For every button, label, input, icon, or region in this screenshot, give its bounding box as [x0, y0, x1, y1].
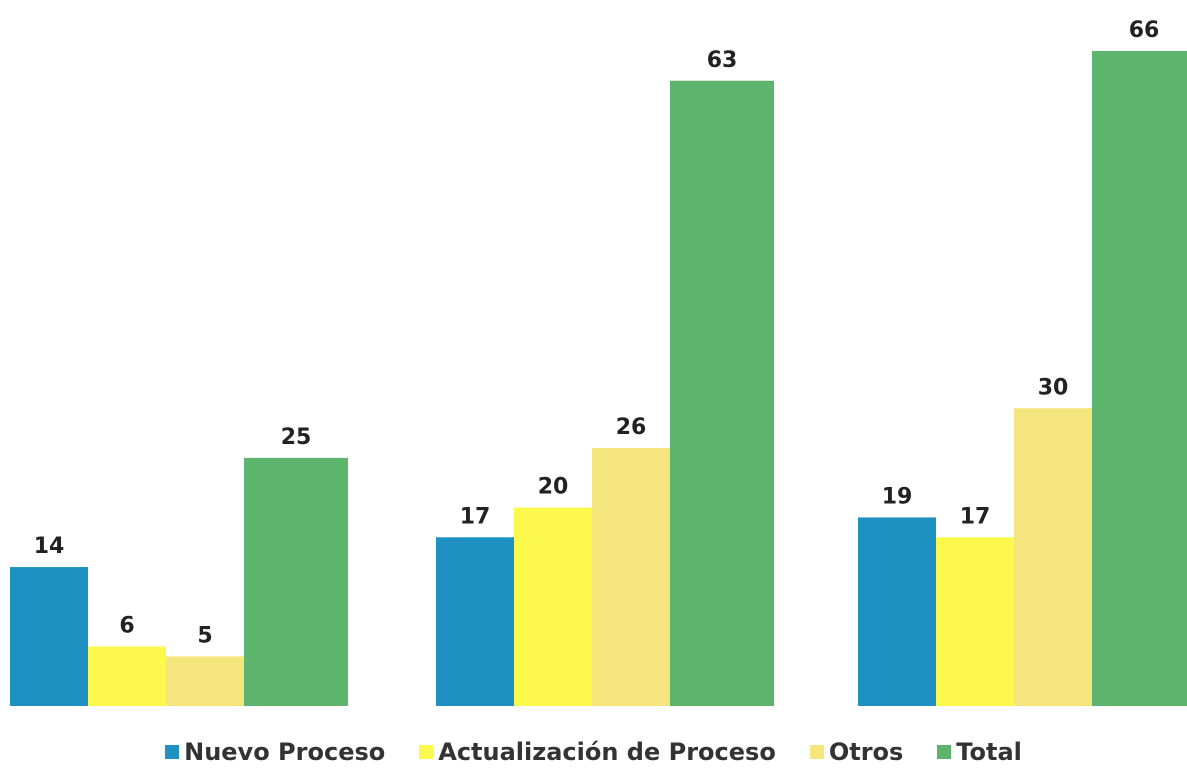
legend-label-otros: Otros: [828, 738, 904, 766]
bar-actualizacion-de-proceso-3: [936, 537, 1014, 706]
data-label-total-1: 25: [281, 425, 312, 450]
data-label-actualizacion-de-proceso-2: 20: [538, 475, 569, 500]
data-label-otros-1: 5: [197, 623, 212, 648]
data-label-actualizacion-de-proceso-1: 6: [119, 613, 134, 638]
bar-otros-1: [166, 656, 244, 706]
bar-group-2: 17 20 26 63: [436, 48, 774, 707]
legend-item-total: Total: [937, 738, 1022, 766]
legend-label-total: Total: [956, 738, 1022, 766]
legend-swatch-total: [937, 745, 952, 759]
data-label-actualizacion-de-proceso-3: 17: [960, 504, 991, 529]
legend-item-otros: Otros: [809, 738, 904, 766]
data-label-otros-2: 26: [616, 415, 647, 440]
legend-swatch-otros: [809, 745, 824, 759]
legend-label-actualizacion-de-proceso: Actualización de Proceso: [438, 738, 776, 766]
bar-nuevo-proceso-1: [10, 567, 88, 706]
bar-actualizacion-de-proceso-2: [514, 507, 592, 706]
data-label-total-3: 66: [1129, 18, 1160, 43]
legend-swatch-actualizacion-de-proceso: [419, 745, 434, 759]
legend-item-actualizacion-de-proceso: Actualización de Proceso: [419, 738, 776, 766]
bar-otros-3: [1014, 408, 1092, 706]
data-label-nuevo-proceso-2: 17: [460, 504, 491, 529]
bar-total-3: [1092, 51, 1187, 706]
bar-otros-2: [592, 447, 670, 706]
bar-nuevo-proceso-3: [858, 517, 936, 706]
bar-total-2: [670, 80, 774, 707]
bar-total-1: [244, 457, 348, 706]
legend-item-nuevo-proceso: Nuevo Proceso: [165, 738, 385, 766]
bar-actualizacion-de-proceso-1: [88, 646, 166, 706]
bar-chart: 14 6 5 25 17 20 26 63 19 17 30 66: [10, 18, 1187, 707]
bar-group-1: 14 6 5 25: [10, 425, 348, 706]
legend: Nuevo Proceso Actualización de Proceso O…: [0, 737, 1187, 767]
bar-nuevo-proceso-2: [436, 537, 514, 706]
data-label-otros-3: 30: [1038, 375, 1069, 400]
legend-swatch-nuevo-proceso: [165, 745, 180, 759]
data-label-nuevo-proceso-1: 14: [34, 534, 65, 559]
legend-label-nuevo-proceso: Nuevo Proceso: [184, 738, 386, 766]
data-label-nuevo-proceso-3: 19: [882, 484, 913, 509]
data-label-total-2: 63: [707, 48, 738, 73]
bar-group-3: 19 17 30 66: [858, 18, 1187, 706]
